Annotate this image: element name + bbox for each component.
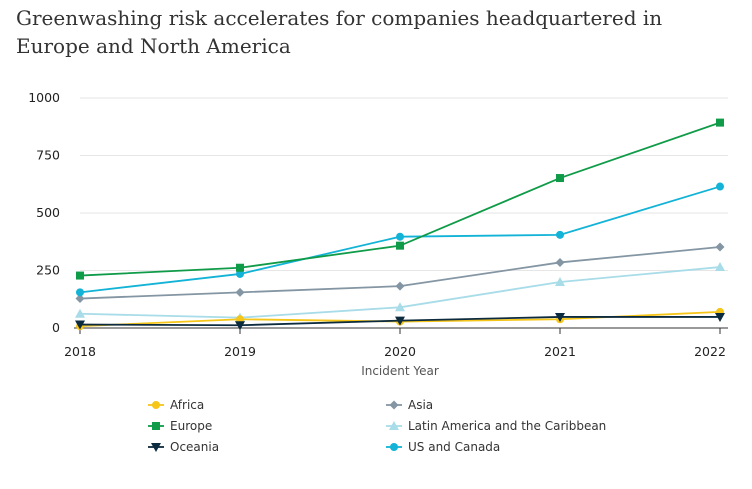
data-point [555,277,565,286]
data-point [75,308,85,318]
legend-swatch-marker [151,443,161,452]
data-point [396,241,404,250]
data-point [396,232,404,241]
y-tick-label: 750 [36,148,60,163]
data-point [555,257,565,267]
x-tick-label: 2020 [384,344,416,359]
data-point [716,118,724,127]
data-point [716,182,724,191]
legend-item: Asia [386,398,433,412]
data-point [715,312,725,322]
data-point [76,288,84,297]
x-tick-label: 2018 [64,344,96,359]
chart-title: Greenwashing risk accelerates for compan… [16,6,663,58]
series-lines [75,118,725,331]
data-point [395,302,405,312]
axes: 0 250 500 750 1000 2018 2019 2020 2021 2022 [28,90,728,359]
series-asia [75,242,725,304]
data-point [76,271,84,280]
series-line [79,121,721,277]
x-tick-label: 2022 [694,344,726,359]
legend-label: Europe [170,419,212,433]
x-axis-title: Incident Year [361,364,439,378]
legend-swatch-marker [390,443,398,451]
legend-label: Oceania [170,440,219,454]
legend-label: Latin America and the Caribbean [408,419,606,433]
data-point [235,321,245,331]
series-oceania [75,312,725,331]
legend-item: Europe [148,419,212,433]
data-point [555,312,565,322]
legend-swatch-marker [152,422,160,430]
y-tick-label: 250 [36,263,60,278]
x-tick-label: 2019 [224,344,256,359]
data-point [236,263,244,272]
legend-item: Africa [148,398,204,412]
legend-label: US and Canada [408,440,500,454]
data-point [715,262,725,272]
data-point [395,316,405,326]
data-point [75,320,85,330]
series-us-and-canada [76,182,724,297]
legend-label: Africa [170,398,204,412]
legend-item: US and Canada [386,440,500,454]
x-tick-label: 2021 [544,344,576,359]
data-point [395,281,405,291]
data-point [556,174,564,183]
legend-swatch-marker [389,400,399,410]
series-europe [76,118,724,280]
legend-swatch-marker [389,421,399,430]
series-line [79,246,721,300]
data-point [556,230,564,239]
legend-item: Oceania [148,440,219,454]
data-point [715,242,725,252]
y-tick-label: 500 [36,205,60,220]
data-point [75,294,85,304]
legend-swatch-marker [152,401,160,409]
data-point [236,269,244,278]
data-point [235,287,245,297]
y-tick-label: 1000 [28,90,60,105]
y-tick-label: 0 [52,320,60,335]
legend-label: Asia [408,398,433,412]
legend: Africa Asia Europe Latin America and the Ca… [148,398,606,454]
legend-item: Latin America and the Caribbean [386,419,606,433]
